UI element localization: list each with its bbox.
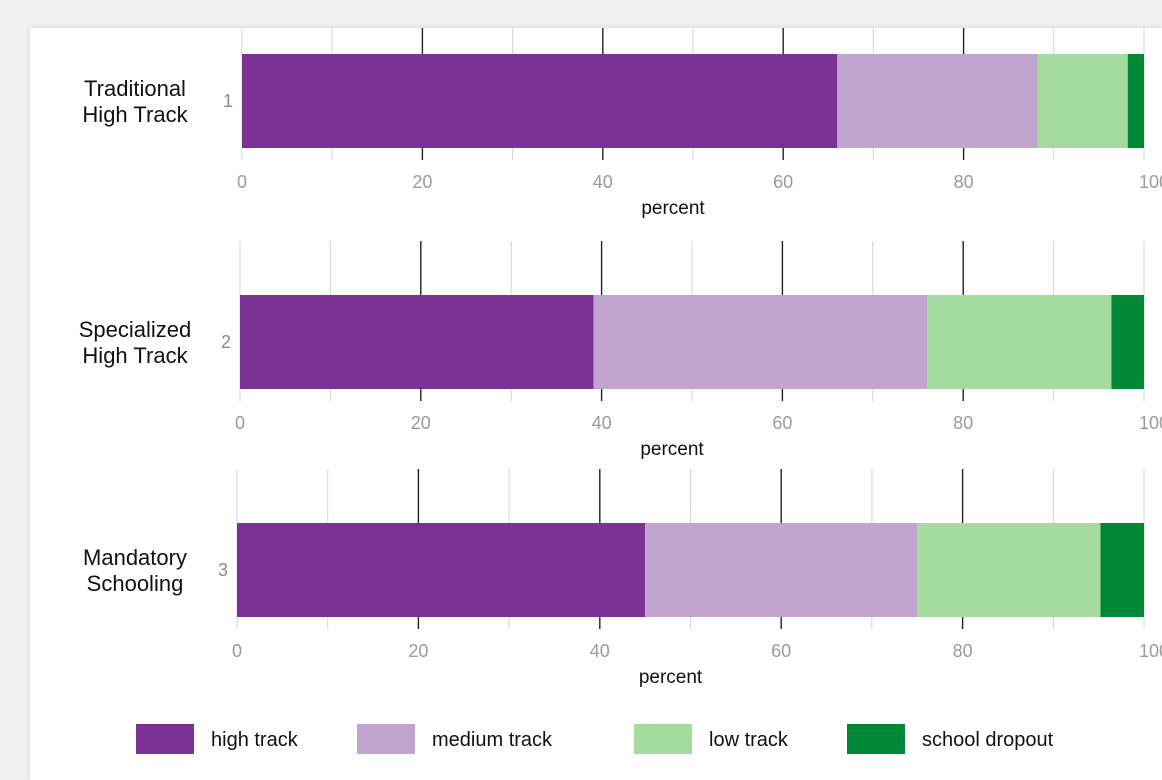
x-axis-title: percent — [640, 439, 704, 460]
x-tick-label: 40 — [593, 172, 613, 192]
x-axis-title: percent — [639, 667, 703, 688]
x-tick-label: 80 — [953, 413, 973, 433]
bar-segment-high-track — [237, 523, 646, 617]
x-tick-label: 60 — [772, 413, 792, 433]
bar-segment-low-track — [917, 523, 1101, 617]
bar-segment-medium-track — [645, 523, 918, 617]
legend-label-low-track: low track — [709, 729, 789, 751]
x-tick-label: 40 — [590, 641, 610, 661]
category-label-line: High Track — [82, 343, 188, 368]
x-tick-label: 0 — [235, 413, 245, 433]
category-label-line: High Track — [82, 102, 188, 127]
stacked-bar-chart: 020406080100percentTraditionalHigh Track… — [79, 28, 1162, 754]
bar-segment-high-track — [240, 295, 594, 389]
legend-swatch-high-track — [136, 724, 194, 754]
x-tick-label: 80 — [954, 172, 974, 192]
legend-label-medium-track: medium track — [432, 729, 553, 751]
bar-segment-medium-track — [593, 295, 928, 389]
x-tick-label: 100 — [1139, 172, 1162, 192]
bar-segment-medium-track — [837, 54, 1038, 148]
x-tick-label: 20 — [408, 641, 428, 661]
bar-segment-school-dropout — [1111, 295, 1144, 389]
legend-label-high-track: high track — [211, 729, 299, 751]
bar-segment-low-track — [927, 295, 1112, 389]
category-label: Mandatory Schooling — [83, 545, 187, 596]
bar-segment-school-dropout — [1100, 523, 1144, 617]
legend-swatch-low-track — [634, 724, 692, 754]
x-tick-label: 100 — [1139, 413, 1162, 433]
category-label-line: Specialized — [79, 317, 192, 342]
x-tick-label: 0 — [237, 172, 247, 192]
x-tick-label: 60 — [773, 172, 793, 192]
x-tick-label: 0 — [232, 641, 242, 661]
legend-swatch-medium-track — [357, 724, 415, 754]
bar-segment-high-track — [242, 54, 838, 148]
panel-index-label: 3 — [218, 560, 228, 580]
bar-segment-low-track — [1037, 54, 1128, 148]
category-label: Traditional High Track — [82, 76, 188, 127]
x-tick-label: 20 — [411, 413, 431, 433]
x-axis-title: percent — [641, 198, 705, 219]
panel-index-label: 2 — [221, 332, 231, 352]
bar-segment-school-dropout — [1127, 54, 1144, 148]
x-tick-label: 60 — [771, 641, 791, 661]
x-tick-label: 100 — [1139, 641, 1162, 661]
legend-swatch-school-dropout — [847, 724, 905, 754]
panel-index-label: 1 — [223, 91, 233, 111]
category-label: Specialized High Track — [79, 317, 192, 368]
x-tick-label: 20 — [412, 172, 432, 192]
legend-label-school-dropout: school dropout — [922, 729, 1054, 751]
category-label-line: Traditional — [84, 76, 186, 101]
category-label-line: Mandatory — [83, 545, 187, 570]
x-tick-label: 80 — [953, 641, 973, 661]
x-tick-label: 40 — [592, 413, 612, 433]
category-label-line: Schooling — [87, 571, 184, 596]
chart-card: 020406080100percentTraditionalHigh Track… — [30, 28, 1162, 780]
